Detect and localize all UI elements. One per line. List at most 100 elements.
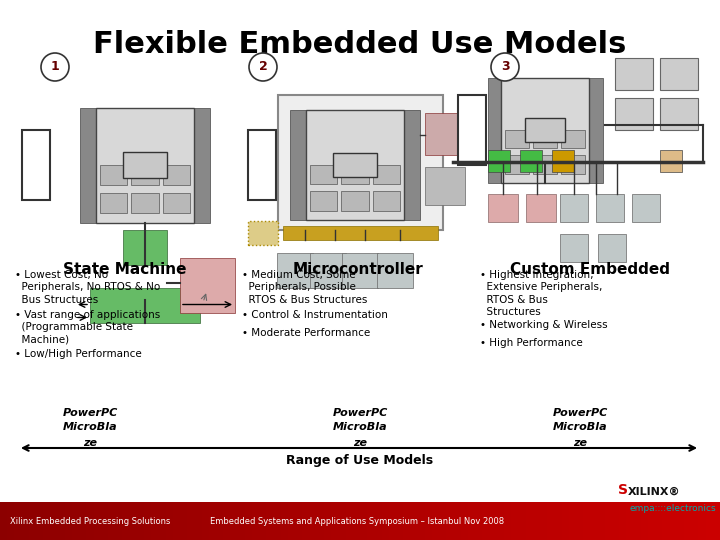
FancyBboxPatch shape	[518, 502, 526, 540]
Text: Custom Embedded: Custom Embedded	[510, 262, 670, 277]
Text: PowerPC: PowerPC	[333, 408, 387, 418]
FancyBboxPatch shape	[346, 502, 353, 540]
FancyBboxPatch shape	[487, 78, 501, 183]
Text: S: S	[618, 483, 628, 497]
FancyBboxPatch shape	[533, 502, 540, 540]
FancyBboxPatch shape	[209, 502, 216, 540]
FancyBboxPatch shape	[43, 502, 50, 540]
FancyBboxPatch shape	[373, 165, 400, 184]
FancyBboxPatch shape	[432, 502, 439, 540]
FancyBboxPatch shape	[130, 502, 137, 540]
FancyBboxPatch shape	[615, 58, 653, 90]
FancyBboxPatch shape	[14, 502, 22, 540]
FancyBboxPatch shape	[29, 502, 36, 540]
Text: Embedded Systems and Applications Symposium – Istanbul Nov 2008: Embedded Systems and Applications Sympos…	[210, 516, 504, 525]
FancyBboxPatch shape	[526, 502, 533, 540]
FancyBboxPatch shape	[360, 502, 367, 540]
FancyBboxPatch shape	[108, 502, 115, 540]
FancyBboxPatch shape	[559, 234, 588, 262]
Circle shape	[249, 53, 277, 81]
Text: • Low/High Performance: • Low/High Performance	[15, 349, 142, 359]
FancyBboxPatch shape	[410, 502, 418, 540]
Text: MicroBla: MicroBla	[553, 422, 607, 432]
FancyBboxPatch shape	[552, 150, 574, 172]
FancyBboxPatch shape	[99, 193, 127, 213]
FancyBboxPatch shape	[403, 502, 410, 540]
FancyBboxPatch shape	[511, 502, 518, 540]
FancyBboxPatch shape	[396, 502, 403, 540]
FancyBboxPatch shape	[123, 152, 167, 178]
FancyBboxPatch shape	[454, 502, 461, 540]
FancyBboxPatch shape	[166, 502, 173, 540]
FancyBboxPatch shape	[248, 130, 276, 200]
FancyBboxPatch shape	[277, 95, 443, 230]
FancyBboxPatch shape	[554, 502, 562, 540]
Text: • Vast range of applications
  (Programmable State
  Machine): • Vast range of applications (Programmab…	[15, 309, 161, 345]
FancyBboxPatch shape	[163, 193, 191, 213]
FancyBboxPatch shape	[96, 107, 194, 222]
Text: • Control & Instrumentation: • Control & Instrumentation	[242, 309, 388, 320]
FancyBboxPatch shape	[305, 110, 405, 220]
FancyBboxPatch shape	[259, 502, 266, 540]
FancyBboxPatch shape	[706, 502, 713, 540]
FancyBboxPatch shape	[341, 191, 369, 211]
Text: Range of Use Models: Range of Use Models	[287, 454, 433, 467]
FancyBboxPatch shape	[216, 502, 223, 540]
FancyBboxPatch shape	[461, 502, 468, 540]
FancyBboxPatch shape	[595, 194, 624, 222]
FancyBboxPatch shape	[446, 502, 454, 540]
FancyBboxPatch shape	[487, 150, 510, 172]
FancyBboxPatch shape	[583, 502, 590, 540]
FancyBboxPatch shape	[626, 502, 634, 540]
FancyBboxPatch shape	[131, 193, 159, 213]
FancyBboxPatch shape	[576, 502, 583, 540]
FancyBboxPatch shape	[94, 502, 101, 540]
FancyBboxPatch shape	[173, 502, 180, 540]
FancyBboxPatch shape	[374, 502, 382, 540]
FancyBboxPatch shape	[569, 502, 576, 540]
FancyBboxPatch shape	[482, 502, 490, 540]
FancyBboxPatch shape	[22, 130, 50, 200]
FancyBboxPatch shape	[641, 502, 648, 540]
FancyBboxPatch shape	[598, 234, 626, 262]
FancyBboxPatch shape	[631, 194, 660, 222]
Text: 2: 2	[258, 60, 267, 73]
FancyBboxPatch shape	[0, 502, 7, 540]
FancyBboxPatch shape	[7, 502, 14, 540]
FancyBboxPatch shape	[238, 502, 245, 540]
FancyBboxPatch shape	[341, 165, 369, 184]
FancyBboxPatch shape	[115, 502, 122, 540]
FancyBboxPatch shape	[290, 110, 305, 220]
Text: MicroBla: MicroBla	[63, 422, 117, 432]
Text: ze: ze	[83, 438, 97, 448]
FancyBboxPatch shape	[137, 502, 144, 540]
FancyBboxPatch shape	[65, 502, 72, 540]
FancyBboxPatch shape	[589, 78, 603, 183]
FancyBboxPatch shape	[245, 502, 252, 540]
FancyBboxPatch shape	[180, 258, 235, 313]
FancyBboxPatch shape	[670, 502, 677, 540]
Text: Xilinx Embedded Processing Solutions: Xilinx Embedded Processing Solutions	[10, 516, 171, 525]
Text: • High Performance: • High Performance	[480, 339, 582, 348]
FancyBboxPatch shape	[163, 165, 191, 185]
FancyBboxPatch shape	[123, 230, 167, 265]
FancyBboxPatch shape	[122, 502, 130, 540]
FancyBboxPatch shape	[248, 221, 277, 245]
FancyBboxPatch shape	[353, 502, 360, 540]
FancyBboxPatch shape	[660, 98, 698, 130]
FancyBboxPatch shape	[691, 502, 698, 540]
FancyBboxPatch shape	[660, 150, 682, 172]
FancyBboxPatch shape	[425, 502, 432, 540]
FancyBboxPatch shape	[230, 502, 238, 540]
FancyBboxPatch shape	[382, 502, 389, 540]
FancyBboxPatch shape	[310, 502, 317, 540]
FancyBboxPatch shape	[99, 165, 127, 185]
FancyBboxPatch shape	[487, 194, 518, 222]
FancyBboxPatch shape	[505, 155, 529, 174]
Text: 3: 3	[500, 60, 509, 73]
Text: MicroBla: MicroBla	[333, 422, 387, 432]
FancyBboxPatch shape	[187, 502, 194, 540]
FancyBboxPatch shape	[22, 502, 29, 540]
FancyBboxPatch shape	[151, 502, 158, 540]
FancyBboxPatch shape	[274, 502, 281, 540]
